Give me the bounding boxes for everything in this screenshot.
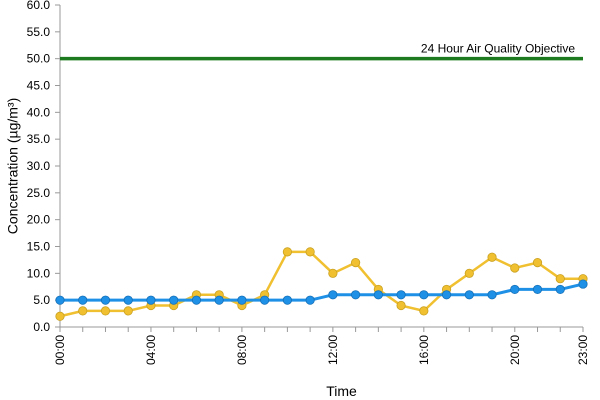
y-tick-label: 20.0: [27, 213, 51, 227]
reference-line-label: 24 Hour Air Quality Objective: [421, 42, 575, 56]
series-2-point: [78, 295, 88, 305]
y-tick-label: 55.0: [27, 25, 51, 39]
series-1-point: [55, 311, 65, 321]
series-1-point: [351, 257, 361, 268]
series-2-point: [282, 295, 292, 305]
series-2-line: [60, 282, 584, 302]
series-1-point: [328, 268, 338, 278]
x-axis-title: Time: [326, 383, 357, 399]
series-1-point: [305, 247, 315, 257]
series-2-point: [396, 290, 406, 300]
series-1-point: [123, 306, 133, 316]
series-2-point: [214, 295, 224, 305]
series-2-point: [441, 290, 452, 300]
series-2-point: [464, 290, 474, 300]
y-tick-label: 10.0: [27, 266, 51, 280]
series-2-point: [100, 295, 111, 305]
series-1-point: [100, 306, 111, 316]
series-layer: [55, 247, 588, 321]
series-2-point: [532, 284, 543, 295]
series-1-point: [396, 300, 406, 311]
y-tick-label: 60.0: [27, 0, 51, 12]
y-tick-label: 30.0: [27, 159, 51, 173]
series-1-point: [282, 247, 292, 257]
series-2-point: [487, 290, 497, 300]
series-2-point: [55, 295, 65, 305]
x-axis-ticks: 00:00 04:00 08:00 12:00 16:00 20:00 23:00: [53, 327, 590, 365]
x-tick-label: 08:00: [235, 335, 249, 365]
series-2-point: [351, 290, 361, 300]
x-tick-label: 16:00: [417, 335, 431, 365]
y-tick-label: 45.0: [27, 79, 51, 93]
y-tick-label: 0.0: [33, 320, 50, 334]
y-tick-label: 5.0: [33, 293, 50, 307]
series-1-line: [59, 250, 583, 318]
y-tick-label: 50.0: [27, 52, 51, 66]
series-2-point: [191, 295, 202, 305]
series-2-point: [169, 295, 179, 305]
series-1-point: [78, 306, 88, 316]
y-tick-label: 15.0: [27, 240, 51, 254]
series-2-point: [578, 279, 588, 289]
series-2-point: [555, 284, 565, 295]
y-tick-label: 25.0: [27, 186, 51, 200]
x-tick-label: 12:00: [326, 335, 340, 365]
series-2-point: [510, 284, 520, 295]
series-1-point: [510, 263, 520, 273]
series-2-point: [237, 295, 247, 305]
series-2-point: [305, 295, 315, 305]
series-2-point: [419, 290, 429, 300]
y-tick-label: 35.0: [27, 132, 51, 146]
series-1-point: [555, 274, 565, 284]
series-2-point: [123, 295, 133, 305]
series-1-point: [464, 268, 474, 278]
series-2-point: [146, 295, 156, 305]
series-1-point: [532, 257, 543, 268]
series-1-point: [419, 306, 429, 316]
x-tick-label: 23:00: [576, 335, 590, 365]
y-axis-ticks: 0.0 5.0 10.0 15.0 20.0 25.0 30.0 35.0 40.0 45.0 50…: [27, 0, 60, 334]
y-tick-label: 40.0: [27, 105, 51, 119]
x-tick-label: 20:00: [508, 335, 522, 365]
series-2-point: [373, 290, 383, 300]
series-2-point: [260, 295, 270, 305]
x-tick-label: 00:00: [53, 335, 67, 365]
y-axis-title: Concentration (µg/m³): [5, 98, 21, 234]
x-tick-label: 04:00: [144, 335, 158, 365]
series-2-point: [328, 290, 338, 300]
series-1-point: [487, 252, 497, 262]
